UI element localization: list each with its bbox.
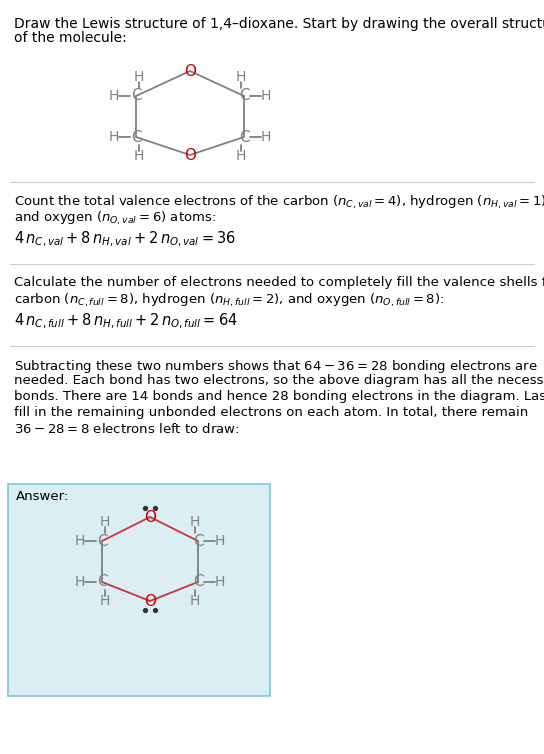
Text: and oxygen ($n_{O,val} = 6$) atoms:: and oxygen ($n_{O,val} = 6$) atoms:: [14, 210, 216, 227]
Text: H: H: [109, 89, 119, 103]
Text: H: H: [236, 149, 246, 163]
Text: H: H: [261, 89, 271, 103]
Text: of the molecule:: of the molecule:: [14, 31, 127, 45]
Text: Answer:: Answer:: [16, 490, 69, 503]
Text: H: H: [134, 149, 144, 163]
Text: H: H: [75, 534, 85, 548]
Text: H: H: [190, 594, 200, 608]
Text: H: H: [100, 594, 110, 608]
Text: O: O: [184, 63, 196, 78]
Text: Calculate the number of electrons needed to completely fill the valence shells f: Calculate the number of electrons needed…: [14, 276, 544, 289]
Text: C: C: [131, 130, 141, 145]
Text: H: H: [109, 130, 119, 144]
Text: H: H: [134, 70, 144, 84]
Text: Subtracting these two numbers shows that $64 - 36 = 28$ bonding electrons are: Subtracting these two numbers shows that…: [14, 358, 538, 375]
Text: O: O: [144, 593, 156, 608]
Text: H: H: [75, 575, 85, 589]
Text: H: H: [215, 534, 225, 548]
Text: fill in the remaining unbonded electrons on each atom. In total, there remain: fill in the remaining unbonded electrons…: [14, 406, 528, 419]
Text: C: C: [97, 534, 107, 548]
Text: H: H: [100, 515, 110, 529]
Text: carbon ($n_{C,full} = 8$), hydrogen ($n_{H,full} = 2$), and oxygen ($n_{O,full} : carbon ($n_{C,full} = 8$), hydrogen ($n_…: [14, 292, 444, 309]
Text: O: O: [184, 148, 196, 163]
Text: $4\, n_{C,val} + 8\, n_{H,val} + 2\, n_{O,val} = 36$: $4\, n_{C,val} + 8\, n_{H,val} + 2\, n_{…: [14, 230, 236, 250]
Text: H: H: [215, 575, 225, 589]
Text: C: C: [97, 575, 107, 590]
Text: H: H: [236, 70, 246, 84]
Text: C: C: [239, 130, 249, 145]
Text: $4\, n_{C,full} + 8\, n_{H,full} + 2\, n_{O,full} = 64$: $4\, n_{C,full} + 8\, n_{H,full} + 2\, n…: [14, 312, 238, 331]
Text: C: C: [131, 88, 141, 103]
Text: Count the total valence electrons of the carbon ($n_{C,val} = 4$), hydrogen ($n_: Count the total valence electrons of the…: [14, 194, 544, 211]
Text: C: C: [239, 88, 249, 103]
FancyBboxPatch shape: [8, 484, 270, 696]
Text: needed. Each bond has two electrons, so the above diagram has all the necessary: needed. Each bond has two electrons, so …: [14, 374, 544, 387]
Text: H: H: [190, 515, 200, 529]
Text: bonds. There are 14 bonds and hence 28 bonding electrons in the diagram. Lastly,: bonds. There are 14 bonds and hence 28 b…: [14, 390, 544, 403]
Text: C: C: [193, 534, 203, 548]
Text: $36 - 28 = 8$ electrons left to draw:: $36 - 28 = 8$ electrons left to draw:: [14, 422, 239, 436]
Text: H: H: [261, 130, 271, 144]
Text: C: C: [193, 575, 203, 590]
Text: Draw the Lewis structure of 1,4–dioxane. Start by drawing the overall structure: Draw the Lewis structure of 1,4–dioxane.…: [14, 17, 544, 31]
Text: O: O: [144, 510, 156, 525]
